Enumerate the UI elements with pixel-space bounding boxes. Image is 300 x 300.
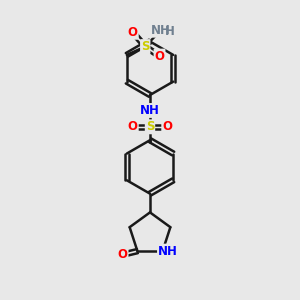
Text: O: O bbox=[154, 50, 164, 63]
Text: H: H bbox=[165, 25, 175, 38]
Text: O: O bbox=[128, 120, 138, 133]
Text: NH: NH bbox=[140, 104, 160, 117]
Text: NH: NH bbox=[158, 244, 178, 258]
Text: O: O bbox=[118, 248, 128, 261]
Text: O: O bbox=[162, 120, 172, 133]
Text: S: S bbox=[141, 40, 149, 53]
Text: NH: NH bbox=[151, 24, 171, 37]
Text: S: S bbox=[146, 120, 154, 133]
Text: O: O bbox=[128, 26, 138, 39]
